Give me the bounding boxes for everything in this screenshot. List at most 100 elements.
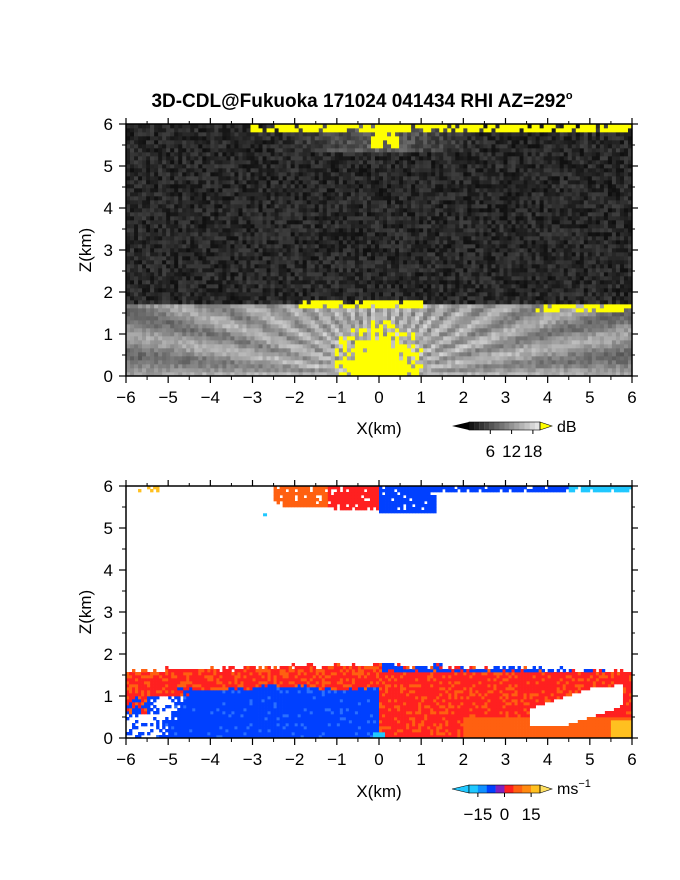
intensity-cell bbox=[407, 360, 412, 365]
intensity-cell bbox=[415, 200, 420, 205]
intensity-cell bbox=[254, 300, 259, 305]
intensity-cell bbox=[194, 240, 199, 245]
intensity-cell bbox=[158, 280, 163, 285]
intensity-cell bbox=[222, 300, 227, 305]
intensity-cell bbox=[366, 364, 372, 369]
intensity-cell bbox=[423, 152, 428, 157]
intensity-cell bbox=[370, 208, 376, 213]
intensity-cell bbox=[230, 348, 235, 353]
intensity-cell bbox=[278, 128, 283, 133]
intensity-cell bbox=[411, 264, 416, 269]
intensity-cell bbox=[178, 176, 183, 181]
intensity-cell bbox=[431, 168, 436, 173]
intensity-cell bbox=[218, 276, 223, 281]
intensity-cell bbox=[415, 324, 420, 329]
intensity-cell bbox=[226, 300, 231, 305]
intensity-cell bbox=[254, 208, 259, 213]
intensity-cell bbox=[130, 168, 135, 173]
intensity-cell bbox=[186, 320, 191, 325]
intensity-cell bbox=[322, 328, 328, 333]
intensity-cell bbox=[427, 184, 432, 189]
intensity-cell bbox=[423, 280, 428, 285]
intensity-cell bbox=[338, 164, 344, 169]
intensity-cell bbox=[358, 144, 364, 149]
intensity-cell bbox=[146, 176, 151, 181]
intensity-cell bbox=[246, 336, 251, 341]
intensity-cell bbox=[374, 180, 380, 185]
intensity-cell bbox=[358, 356, 364, 361]
intensity-cell bbox=[439, 292, 444, 297]
intensity-cell bbox=[242, 292, 247, 297]
intensity-cell bbox=[254, 176, 259, 181]
intensity-cell bbox=[138, 220, 143, 225]
intensity-cell bbox=[358, 292, 364, 297]
intensity-cell bbox=[274, 140, 279, 145]
intensity-cell bbox=[230, 224, 235, 229]
intensity-cell bbox=[362, 204, 368, 209]
intensity-cell bbox=[290, 248, 296, 253]
intensity-cell bbox=[403, 164, 408, 169]
intensity-cell bbox=[214, 168, 219, 173]
intensity-cell bbox=[411, 236, 416, 241]
intensity-cell bbox=[387, 264, 392, 269]
intensity-cell bbox=[174, 332, 179, 337]
intensity-cell bbox=[407, 232, 412, 237]
intensity-cell bbox=[435, 344, 440, 349]
intensity-cell bbox=[250, 356, 255, 361]
intensity-cell bbox=[423, 204, 428, 209]
intensity-cell bbox=[302, 212, 308, 217]
intensity-cell bbox=[330, 288, 336, 293]
intensity-cell bbox=[138, 372, 143, 376]
intensity-cell bbox=[379, 272, 384, 277]
intensity-cell bbox=[423, 356, 428, 361]
intensity-cell bbox=[330, 128, 336, 133]
intensity-cell bbox=[374, 296, 380, 301]
intensity-cell bbox=[282, 168, 287, 173]
intensity-cell bbox=[234, 248, 239, 253]
intensity-cell bbox=[138, 144, 143, 149]
intensity-cell bbox=[250, 128, 255, 133]
intensity-cell bbox=[330, 228, 336, 233]
intensity-cell bbox=[262, 328, 267, 333]
intensity-cell bbox=[326, 168, 332, 173]
intensity-cell bbox=[214, 268, 219, 273]
intensity-cell bbox=[399, 352, 404, 357]
intensity-cell bbox=[358, 260, 364, 265]
intensity-cell bbox=[407, 336, 412, 341]
intensity-cell bbox=[222, 332, 227, 337]
intensity-cell bbox=[190, 124, 195, 129]
intensity-cell bbox=[286, 196, 292, 201]
intensity-cell bbox=[186, 304, 191, 309]
intensity-cell bbox=[395, 220, 400, 225]
intensity-cell bbox=[383, 188, 388, 193]
intensity-cell bbox=[346, 292, 352, 297]
intensity-cell bbox=[158, 332, 163, 337]
intensity-cell bbox=[286, 280, 292, 285]
intensity-cell bbox=[146, 300, 151, 305]
intensity-cell bbox=[194, 320, 199, 325]
intensity-cell bbox=[158, 324, 163, 329]
intensity-cell bbox=[146, 180, 151, 185]
intensity-cell bbox=[206, 368, 211, 373]
intensity-cell bbox=[270, 284, 275, 289]
intensity-cell bbox=[150, 152, 155, 157]
intensity-cell bbox=[314, 308, 320, 313]
intensity-cell bbox=[338, 240, 344, 245]
intensity-cell bbox=[250, 248, 255, 253]
intensity-cell bbox=[174, 324, 179, 329]
intensity-cell bbox=[258, 328, 263, 333]
intensity-cell bbox=[286, 148, 292, 153]
intensity-cell bbox=[302, 300, 308, 305]
intensity-cell bbox=[210, 176, 215, 181]
intensity-cell bbox=[146, 212, 151, 217]
intensity-cell bbox=[194, 144, 199, 149]
intensity-cell bbox=[387, 276, 392, 281]
intensity-cell bbox=[415, 360, 420, 365]
intensity-cell bbox=[154, 172, 159, 177]
intensity-cell bbox=[294, 304, 300, 309]
intensity-cell bbox=[274, 200, 279, 205]
intensity-cell bbox=[403, 124, 408, 129]
intensity-cell bbox=[298, 136, 304, 141]
intensity-cell bbox=[379, 148, 384, 153]
intensity-cell bbox=[170, 220, 175, 225]
